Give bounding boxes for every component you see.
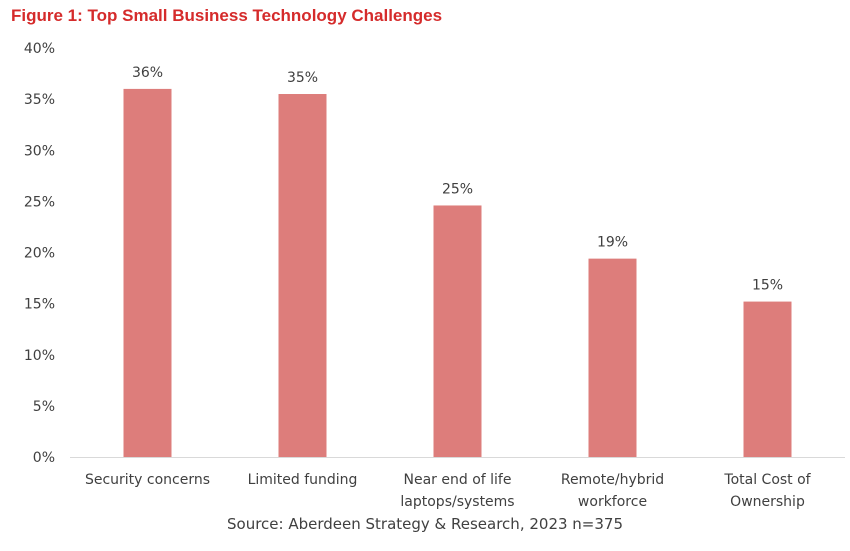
y-tick-label: 0% [33,450,55,466]
x-tick-label: Security concerns [85,472,210,488]
data-label: 35% [287,70,318,86]
bar [278,94,327,457]
y-tick-label: 5% [33,399,55,415]
y-tick-label: 25% [24,194,55,210]
data-label: 19% [597,235,628,251]
y-tick-label: 30% [24,143,55,159]
x-axis: Security concerns Limited funding Near end… [85,472,812,510]
x-tick-label-line: Ownership [730,494,805,510]
data-label: 25% [442,181,473,197]
chart-source: Source: Aberdeen Strategy & Research, 20… [227,515,623,533]
x-tick-label-line: Limited funding [248,472,358,488]
x-tick-label: Limited funding [248,472,358,488]
data-label: 15% [752,278,783,294]
bar [743,301,792,457]
y-tick-label: 40% [24,41,55,57]
x-tick-label: Total Cost of Ownership [723,472,811,510]
y-tick-label: 15% [24,297,55,313]
x-tick-label-line: Security concerns [85,472,210,488]
y-axis: 0% 5% 10% 15% 20% 25% 30% 35% 40% [24,41,55,466]
x-tick-label-line: Total Cost of [723,472,811,488]
x-tick-label: Remote/hybrid workforce [561,472,664,510]
y-tick-label: 35% [24,92,55,108]
bars-group [123,88,792,458]
bar [588,258,637,457]
x-tick-label-line: workforce [578,494,647,510]
bar [433,205,482,457]
x-tick-label-line: laptops/systems [400,494,514,510]
data-label: 36% [132,65,163,81]
data-labels-group: 36% 35% 25% 19% 15% [132,65,783,294]
y-tick-label: 10% [24,348,55,364]
x-tick-label-line: Remote/hybrid [561,472,664,488]
x-tick-label-line: Near end of life [404,472,512,488]
y-tick-label: 20% [24,246,55,262]
x-tick-label: Near end of life laptops/systems [400,472,514,510]
chart-title: Figure 1: Top Small Business Technology … [11,6,443,25]
bar [123,88,172,458]
